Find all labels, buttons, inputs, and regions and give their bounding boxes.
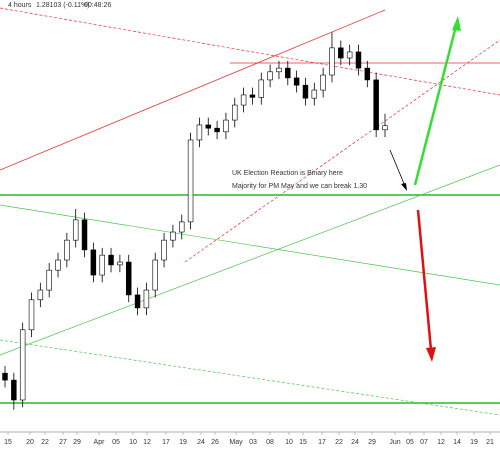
candle-body — [285, 67, 291, 79]
candle-body — [90, 249, 97, 276]
candle-body — [99, 254, 105, 276]
x-tick-label: 10 — [129, 439, 137, 446]
x-tick-label: 14 — [453, 439, 461, 446]
trend-line — [0, 204, 500, 286]
x-tick-label: 10 — [285, 439, 293, 446]
x-tick-label: 21 — [486, 439, 494, 446]
x-tick-label: May — [229, 439, 243, 446]
candle-body — [232, 104, 238, 121]
candle-body — [223, 119, 229, 133]
candle-body — [293, 77, 300, 86]
x-tick-label: 03 — [249, 439, 257, 446]
x-tick-label: 15 — [4, 439, 12, 446]
x-tick-label: 24 — [197, 439, 205, 446]
candle-body — [170, 231, 176, 241]
candle-body — [329, 47, 335, 76]
trend-line — [0, 9, 386, 171]
candle-body — [179, 221, 185, 233]
x-tick-label: 05 — [112, 439, 120, 446]
candle-body — [258, 79, 265, 98]
candle-body — [373, 79, 379, 131]
x-tick-label: 27 — [59, 439, 67, 446]
candle-body — [187, 139, 194, 223]
candle-body — [311, 89, 318, 99]
trend-line — [0, 164, 500, 356]
candle-body — [108, 254, 114, 266]
candle-body — [117, 261, 123, 266]
arrow — [389, 149, 406, 187]
x-tick-label: 07 — [420, 439, 428, 446]
x-tick-label: 12 — [143, 439, 151, 446]
x-tick-label: 29 — [73, 439, 81, 446]
candle-body — [276, 67, 282, 73]
x-tick-label: 05 — [406, 439, 414, 446]
clock: 00:48:26 — [84, 2, 111, 9]
x-tick-label: 19 — [179, 439, 187, 446]
candle-body — [64, 239, 70, 261]
arrow — [413, 25, 458, 186]
timeframe: 4 hours — [8, 2, 32, 9]
candle-body — [302, 84, 309, 99]
candle-body — [214, 127, 220, 133]
x-tick-label: 22 — [41, 439, 49, 446]
trend-line — [184, 39, 500, 263]
arrow-head — [452, 16, 461, 31]
x-tick-label: 08 — [266, 439, 274, 446]
candle-body — [37, 289, 44, 301]
candle-body — [81, 219, 88, 251]
annotation: UK Election Reaction is Binary here — [232, 170, 343, 177]
x-tick-label: 17 — [318, 439, 326, 446]
candle-body — [161, 239, 167, 261]
x-tick-label: 19 — [470, 439, 478, 446]
candle-body — [240, 94, 247, 106]
arrow-head — [426, 347, 436, 362]
x-tick-label: 15 — [299, 439, 307, 446]
arrow — [416, 209, 433, 351]
candle-body — [11, 379, 17, 401]
x-tick-label: 12 — [437, 439, 445, 446]
price: 1.28103 (-0.11%) — [36, 2, 90, 9]
x-tick-label: 20 — [26, 439, 34, 446]
candle-body — [382, 125, 388, 131]
candle-body — [19, 329, 26, 401]
candle-body — [2, 372, 8, 381]
candle-body — [72, 219, 79, 241]
candle-body — [205, 124, 211, 129]
candle-body — [125, 261, 132, 296]
candle-body — [134, 294, 141, 309]
candle-body — [55, 259, 61, 271]
candle-body — [196, 124, 203, 141]
drawings — [0, 7, 500, 416]
candle-body — [346, 51, 353, 59]
trend-line — [0, 7, 500, 96]
x-tick-label: 26 — [211, 439, 219, 446]
trend-line — [0, 339, 500, 416]
x-tick-label: 24 — [351, 439, 359, 446]
x-tick-label: 22 — [335, 439, 343, 446]
candle-body — [28, 299, 35, 331]
candle-body — [267, 71, 273, 81]
x-tick-label: 17 — [162, 439, 170, 446]
x-tick-label: 29 — [368, 439, 376, 446]
annotation: Majority for PM May and we can break 1.3… — [232, 183, 367, 190]
candle-body — [46, 269, 52, 291]
candle-body — [355, 51, 362, 69]
arrow-head — [401, 183, 407, 191]
candle-body — [249, 94, 256, 98]
candle-body — [338, 47, 344, 59]
x-tick-label: Jun — [389, 439, 400, 446]
x-tick-label: Apr — [94, 439, 106, 446]
candle-body — [143, 289, 150, 309]
candle-body — [364, 67, 371, 81]
candle-body — [320, 74, 326, 91]
candle-body — [152, 259, 158, 291]
